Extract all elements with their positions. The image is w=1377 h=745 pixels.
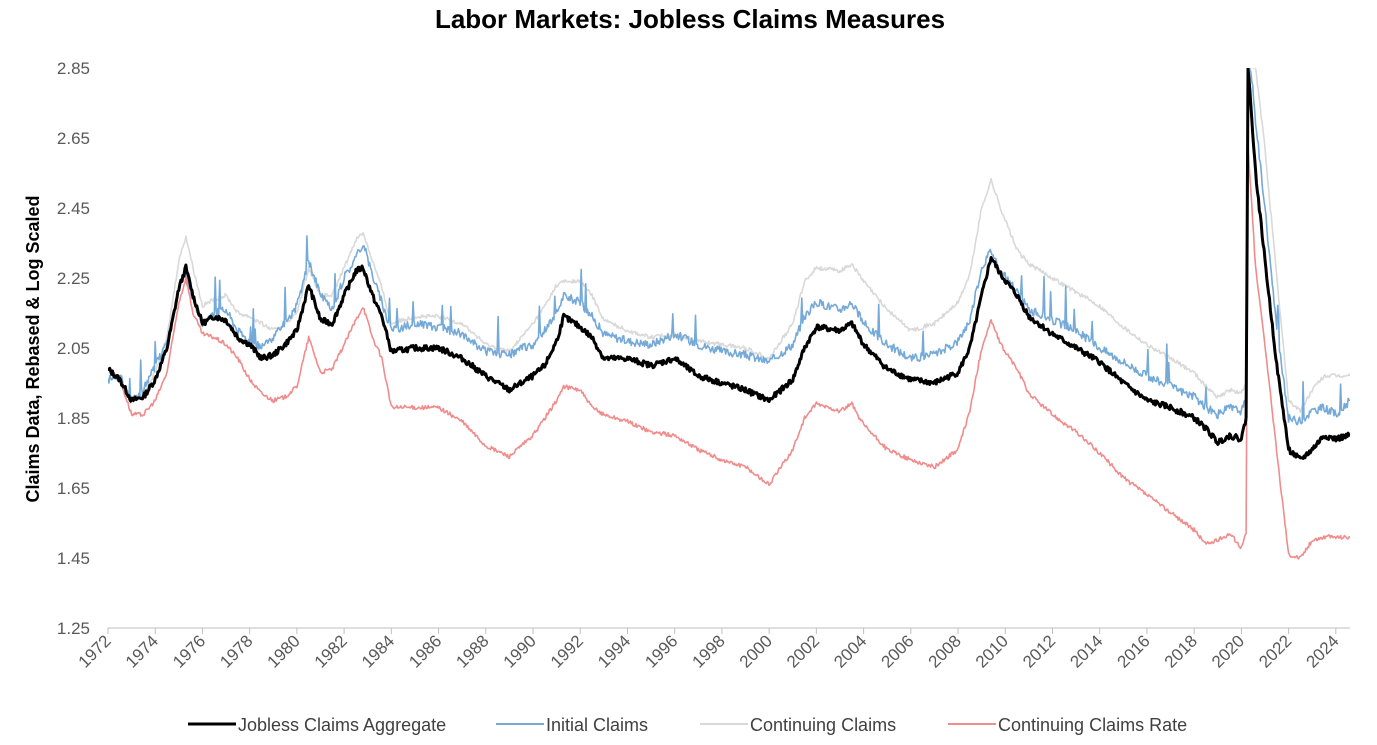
x-tick-label: 1998 xyxy=(689,631,729,671)
x-tick-label: 2000 xyxy=(736,631,776,671)
chart-title: Labor Markets: Jobless Claims Measures xyxy=(435,4,945,34)
y-tick-label: 2.85 xyxy=(57,59,90,78)
x-tick-label: 1992 xyxy=(547,631,587,671)
y-tick-label: 1.25 xyxy=(57,619,90,638)
x-tick-label: 2010 xyxy=(972,631,1012,671)
y-tick-label: 1.45 xyxy=(57,549,90,568)
x-tick-label: 1988 xyxy=(452,631,492,671)
y-axis-label: Claims Data, Rebased & Log Scaled xyxy=(23,195,43,502)
x-tick-label: 1978 xyxy=(216,631,256,671)
legend-label: Jobless Claims Aggregate xyxy=(238,715,446,735)
series-line-3 xyxy=(108,143,1350,560)
x-tick-label: 1996 xyxy=(641,631,681,671)
plot-area xyxy=(108,68,1350,560)
x-tick-label: 2014 xyxy=(1066,631,1106,671)
legend-label: Continuing Claims xyxy=(750,715,896,735)
x-tick-label: 2004 xyxy=(830,631,870,671)
series-line-2 xyxy=(108,68,1350,413)
x-tick-label: 1990 xyxy=(500,631,540,671)
series-line-0 xyxy=(108,68,1350,460)
legend: Jobless Claims Aggregate Initial Claims Co… xyxy=(188,715,1187,735)
legend-label: Continuing Claims Rate xyxy=(998,715,1187,735)
x-tick-label: 2016 xyxy=(1114,631,1154,671)
legend-label: Initial Claims xyxy=(546,715,648,735)
y-tick-label: 1.65 xyxy=(57,479,90,498)
x-tick-label: 2018 xyxy=(1161,631,1201,671)
x-tick-label: 1994 xyxy=(594,631,634,671)
y-tick-label: 1.85 xyxy=(57,409,90,428)
x-tick-label: 2006 xyxy=(877,631,917,671)
series-line-1 xyxy=(108,68,1350,426)
x-tick-label: 1980 xyxy=(264,631,304,671)
x-tick-label: 2022 xyxy=(1255,631,1295,671)
y-tick-labels: 1.25 1.45 1.65 1.85 2.05 2.25 2.45 2.65 2.85 xyxy=(57,59,90,638)
x-tick-label: 2020 xyxy=(1208,631,1248,671)
x-tick-label: 1974 xyxy=(122,631,162,671)
y-tick-label: 2.25 xyxy=(57,269,90,288)
x-tick-label: 2012 xyxy=(1019,631,1059,671)
y-tick-label: 2.65 xyxy=(57,129,90,148)
x-tick-label: 1986 xyxy=(405,631,445,671)
y-tick-label: 2.45 xyxy=(57,199,90,218)
x-tick-label: 2002 xyxy=(783,631,823,671)
x-tick-label: 1984 xyxy=(358,631,398,671)
x-tick-labels: 1972 1974 1976 1978 1980 1982 1984 1986 1988 1990… xyxy=(75,628,1343,672)
x-tick-label: 2008 xyxy=(925,631,965,671)
y-tick-label: 2.05 xyxy=(57,339,90,358)
x-tick-label: 1982 xyxy=(311,631,351,671)
x-tick-label: 2024 xyxy=(1302,631,1342,671)
x-tick-label: 1976 xyxy=(169,631,209,671)
